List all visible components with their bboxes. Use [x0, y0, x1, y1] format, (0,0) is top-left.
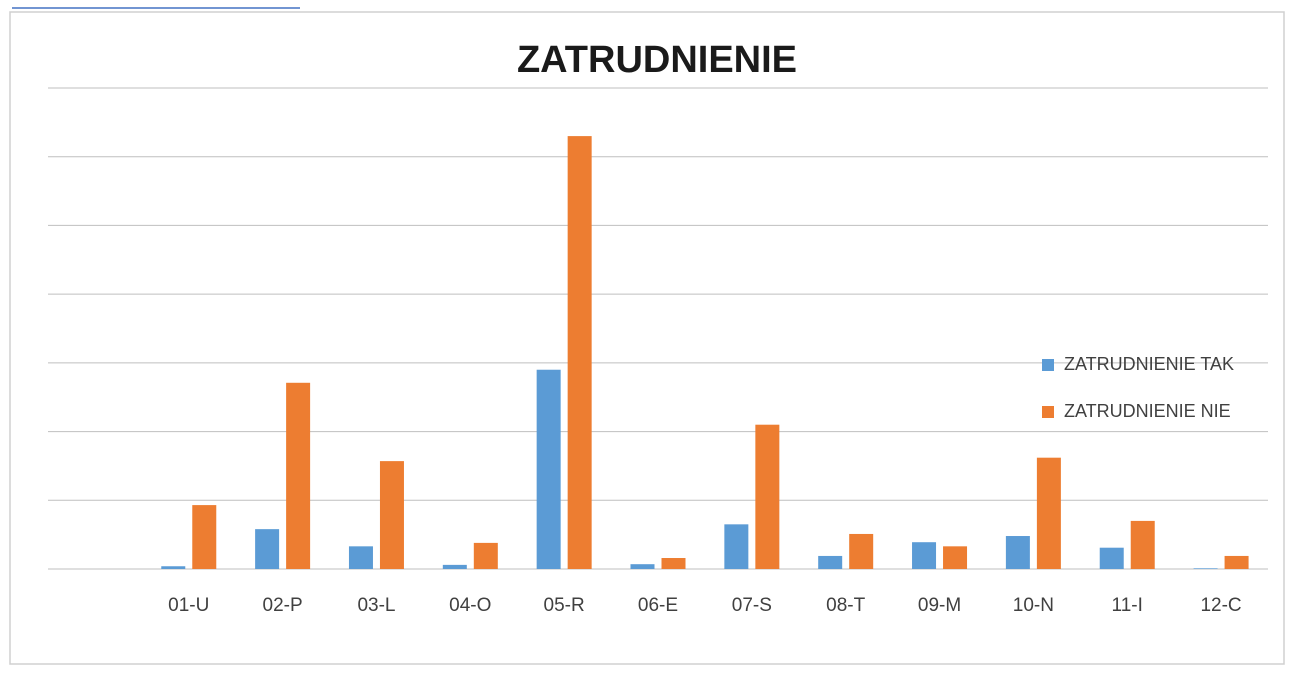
bar [1005, 536, 1030, 569]
chart-title: ZATRUDNIENIE [517, 39, 797, 81]
legend-label: ZATRUDNIENIE NIE [1064, 401, 1231, 421]
x-tick-label: 05-R [544, 595, 585, 616]
x-tick-label: 02-P [263, 595, 303, 616]
x-tick-label: 08-T [826, 595, 865, 616]
bar [755, 424, 780, 569]
x-tick-label: 10-N [1013, 595, 1054, 616]
x-tick-label: 11-I [1112, 595, 1143, 616]
bar [661, 558, 686, 569]
bar [1224, 555, 1249, 569]
bar [818, 555, 843, 569]
x-tick-label: 06-E [638, 595, 678, 616]
legend-swatch [1042, 359, 1054, 371]
bar [379, 461, 404, 569]
bar [849, 533, 874, 569]
x-tick-label: 03-L [357, 595, 395, 616]
x-tick-label: 12-C [1200, 595, 1241, 616]
x-tick-label: 04-O [449, 595, 491, 616]
x-tick-label: 09-M [918, 595, 961, 616]
bar [630, 564, 655, 569]
bar [1036, 457, 1061, 569]
legend-label: ZATRUDNIENIE TAK [1064, 354, 1234, 374]
bar [255, 529, 280, 569]
bar [536, 369, 561, 569]
chart-frame [9, 11, 1285, 665]
bar [567, 136, 592, 569]
x-tick-label: 01-U [168, 595, 209, 616]
x-tick-label: 07-S [732, 595, 772, 616]
bar [286, 382, 311, 569]
bar [912, 542, 937, 569]
bar [1193, 568, 1218, 569]
bar [192, 505, 217, 569]
bar [724, 524, 749, 569]
bar [1099, 547, 1124, 569]
bar [348, 546, 373, 569]
bar [1130, 520, 1155, 569]
bar [161, 566, 186, 569]
bar [442, 564, 467, 569]
bar [943, 546, 968, 569]
legend-swatch [1042, 406, 1054, 418]
bar [473, 542, 498, 569]
